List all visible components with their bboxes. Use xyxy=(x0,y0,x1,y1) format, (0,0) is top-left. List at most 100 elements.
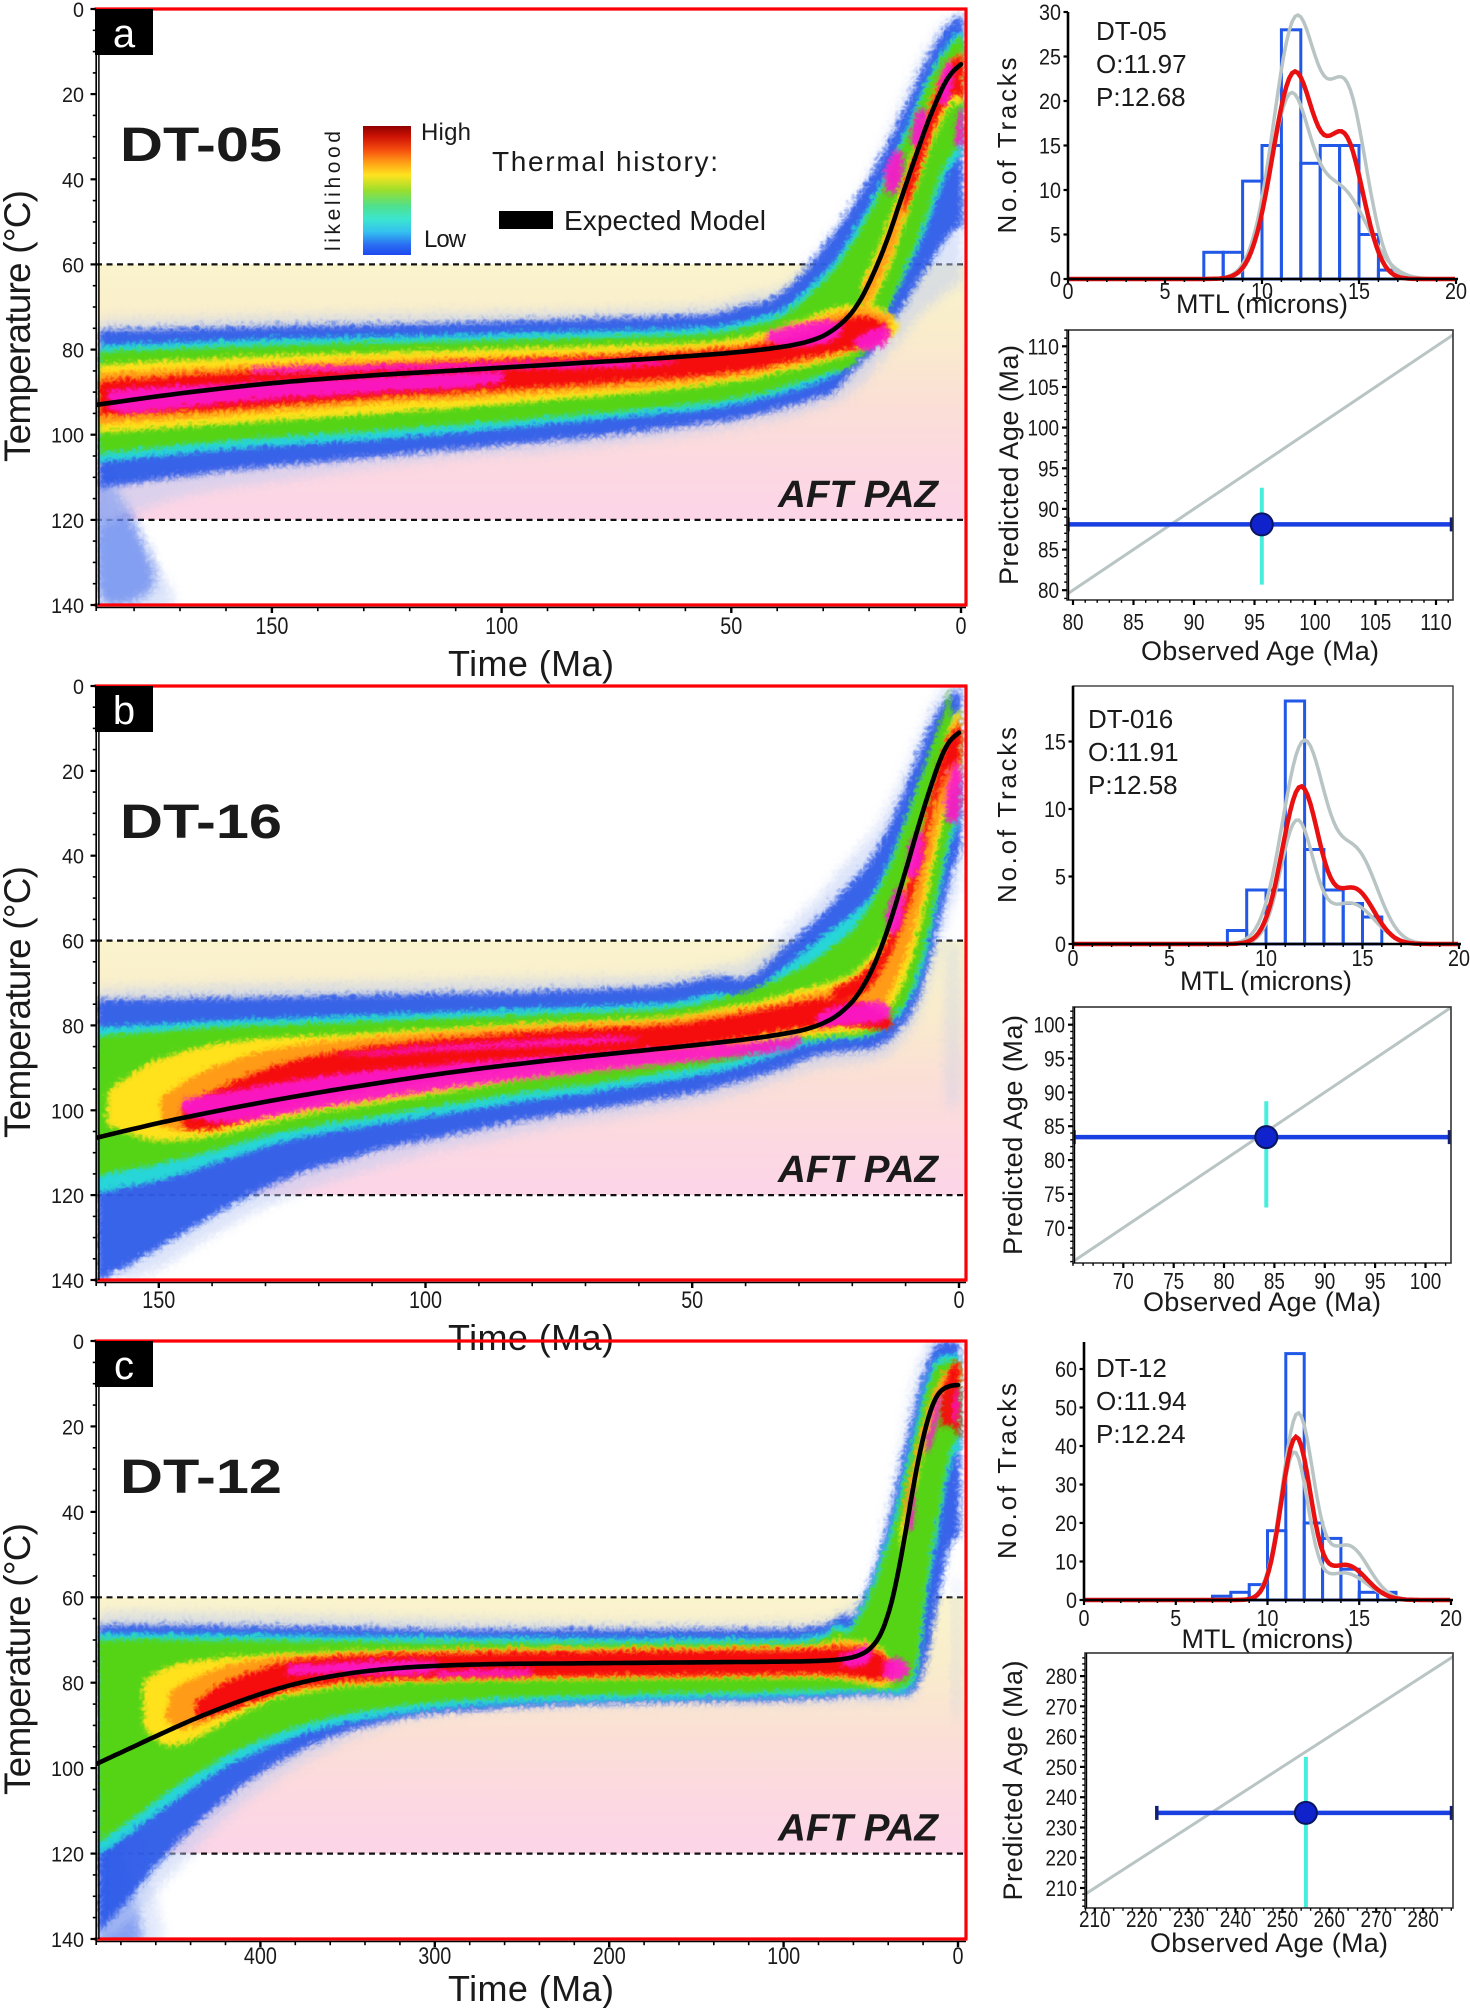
svg-text:85: 85 xyxy=(1123,609,1144,635)
svg-text:Observed Age (Ma): Observed Age (Ma) xyxy=(1143,1287,1381,1317)
svg-text:40: 40 xyxy=(62,845,84,869)
svg-text:100: 100 xyxy=(1028,416,1060,441)
svg-text:0: 0 xyxy=(73,0,84,22)
svg-text:15: 15 xyxy=(1044,730,1066,755)
svg-text:100: 100 xyxy=(1034,1013,1066,1038)
svg-text:0: 0 xyxy=(1068,945,1079,971)
svg-text:70: 70 xyxy=(1044,1216,1065,1241)
svg-text:0: 0 xyxy=(73,1330,84,1354)
svg-text:0: 0 xyxy=(73,675,84,699)
svg-text:Expected Model: Expected Model xyxy=(564,205,766,236)
svg-text:10: 10 xyxy=(1044,797,1066,822)
svg-text:150: 150 xyxy=(255,613,288,640)
svg-text:Predicted Age (Ma): Predicted Age (Ma) xyxy=(998,1661,1028,1901)
svg-text:90: 90 xyxy=(1038,497,1059,522)
svg-text:O:11.97: O:11.97 xyxy=(1096,49,1187,79)
svg-text:90: 90 xyxy=(1184,609,1205,635)
svg-text:0: 0 xyxy=(953,1943,964,1970)
svg-text:DT-16: DT-16 xyxy=(120,796,282,849)
svg-text:P:12.24: P:12.24 xyxy=(1096,1419,1186,1449)
svg-text:140: 140 xyxy=(51,1928,84,1952)
svg-text:85: 85 xyxy=(1038,538,1059,563)
svg-text:10: 10 xyxy=(1251,278,1273,304)
svg-text:140: 140 xyxy=(51,594,84,618)
svg-text:20: 20 xyxy=(1039,89,1061,114)
svg-text:MTL (microns): MTL (microns) xyxy=(1176,289,1348,319)
svg-text:40: 40 xyxy=(62,1501,84,1525)
svg-text:80: 80 xyxy=(1044,1148,1065,1173)
svg-text:40: 40 xyxy=(62,168,84,192)
svg-text:150: 150 xyxy=(142,1287,175,1314)
svg-text:20: 20 xyxy=(1440,1605,1462,1631)
svg-text:105: 105 xyxy=(1028,375,1060,400)
svg-text:50: 50 xyxy=(681,1287,703,1314)
svg-text:100: 100 xyxy=(409,1287,442,1314)
svg-text:DT-12: DT-12 xyxy=(1096,1353,1167,1383)
svg-text:O:11.91: O:11.91 xyxy=(1088,737,1179,767)
svg-text:80: 80 xyxy=(1063,609,1084,635)
svg-text:10: 10 xyxy=(1255,945,1277,971)
svg-text:200: 200 xyxy=(593,1943,626,1970)
svg-text:20: 20 xyxy=(1448,945,1470,971)
svg-text:Time (Ma): Time (Ma) xyxy=(448,643,614,684)
svg-text:240: 240 xyxy=(1046,1785,1078,1810)
svg-text:20: 20 xyxy=(62,83,84,107)
svg-text:50: 50 xyxy=(1055,1396,1077,1421)
svg-text:60: 60 xyxy=(62,930,84,954)
svg-text:260: 260 xyxy=(1046,1725,1078,1750)
svg-text:230: 230 xyxy=(1046,1816,1078,1841)
svg-text:10: 10 xyxy=(1055,1550,1077,1575)
svg-text:0: 0 xyxy=(1055,932,1066,957)
svg-text:20: 20 xyxy=(62,760,84,784)
svg-text:80: 80 xyxy=(62,1014,84,1038)
svg-text:MTL (microns): MTL (microns) xyxy=(1180,966,1352,996)
svg-text:140: 140 xyxy=(51,1269,84,1293)
svg-text:Predicted Age (Ma): Predicted Age (Ma) xyxy=(998,1015,1028,1255)
svg-text:No.of Tracks: No.of Tracks xyxy=(992,1383,1022,1559)
svg-text:15: 15 xyxy=(1348,278,1370,304)
svg-text:DT-05: DT-05 xyxy=(1096,16,1167,46)
svg-text:a: a xyxy=(113,12,136,56)
svg-text:250: 250 xyxy=(1046,1755,1078,1780)
svg-text:5: 5 xyxy=(1170,1605,1181,1631)
svg-text:Temperature (°C): Temperature (°C) xyxy=(0,1523,38,1795)
svg-text:5: 5 xyxy=(1164,945,1175,971)
svg-text:100: 100 xyxy=(51,1099,84,1123)
svg-text:Temperature (°C): Temperature (°C) xyxy=(0,190,38,462)
svg-text:30: 30 xyxy=(1039,0,1061,25)
svg-text:20: 20 xyxy=(1055,1511,1077,1536)
svg-text:0: 0 xyxy=(956,613,967,640)
svg-text:No.of Tracks: No.of Tracks xyxy=(992,727,1022,903)
svg-text:100: 100 xyxy=(51,424,84,448)
svg-text:P:12.68: P:12.68 xyxy=(1096,82,1186,112)
svg-text:Predicted Age (Ma): Predicted Age (Ma) xyxy=(994,345,1024,585)
svg-text:O:11.94: O:11.94 xyxy=(1096,1386,1187,1416)
svg-text:Temperature (°C): Temperature (°C) xyxy=(0,866,38,1138)
svg-text:95: 95 xyxy=(1244,609,1265,635)
svg-text:10: 10 xyxy=(1257,1605,1279,1631)
svg-text:110: 110 xyxy=(1028,334,1060,359)
svg-text:270: 270 xyxy=(1046,1694,1078,1719)
svg-text:AFT PAZ: AFT PAZ xyxy=(777,474,940,516)
svg-text:105: 105 xyxy=(1360,609,1392,635)
svg-text:60: 60 xyxy=(62,1586,84,1610)
svg-text:5: 5 xyxy=(1160,278,1171,304)
svg-text:80: 80 xyxy=(1038,578,1059,603)
svg-text:220: 220 xyxy=(1046,1846,1078,1871)
svg-text:80: 80 xyxy=(62,1672,84,1696)
svg-text:120: 120 xyxy=(51,1184,84,1208)
svg-text:No.of Tracks: No.of Tracks xyxy=(992,58,1022,234)
svg-text:100: 100 xyxy=(1299,609,1331,635)
svg-text:Time (Ma): Time (Ma) xyxy=(448,1968,614,2008)
svg-text:DT-12: DT-12 xyxy=(120,1451,282,1504)
svg-text:95: 95 xyxy=(1038,456,1059,481)
svg-text:20: 20 xyxy=(62,1415,84,1439)
svg-text:85: 85 xyxy=(1264,1268,1285,1294)
svg-text:20: 20 xyxy=(1445,278,1467,304)
svg-text:5: 5 xyxy=(1050,223,1061,248)
svg-text:c: c xyxy=(114,1344,134,1388)
svg-text:AFT PAZ: AFT PAZ xyxy=(777,1808,940,1850)
svg-text:95: 95 xyxy=(1044,1047,1065,1072)
svg-text:DT-05: DT-05 xyxy=(120,119,282,172)
svg-text:25: 25 xyxy=(1039,45,1061,70)
